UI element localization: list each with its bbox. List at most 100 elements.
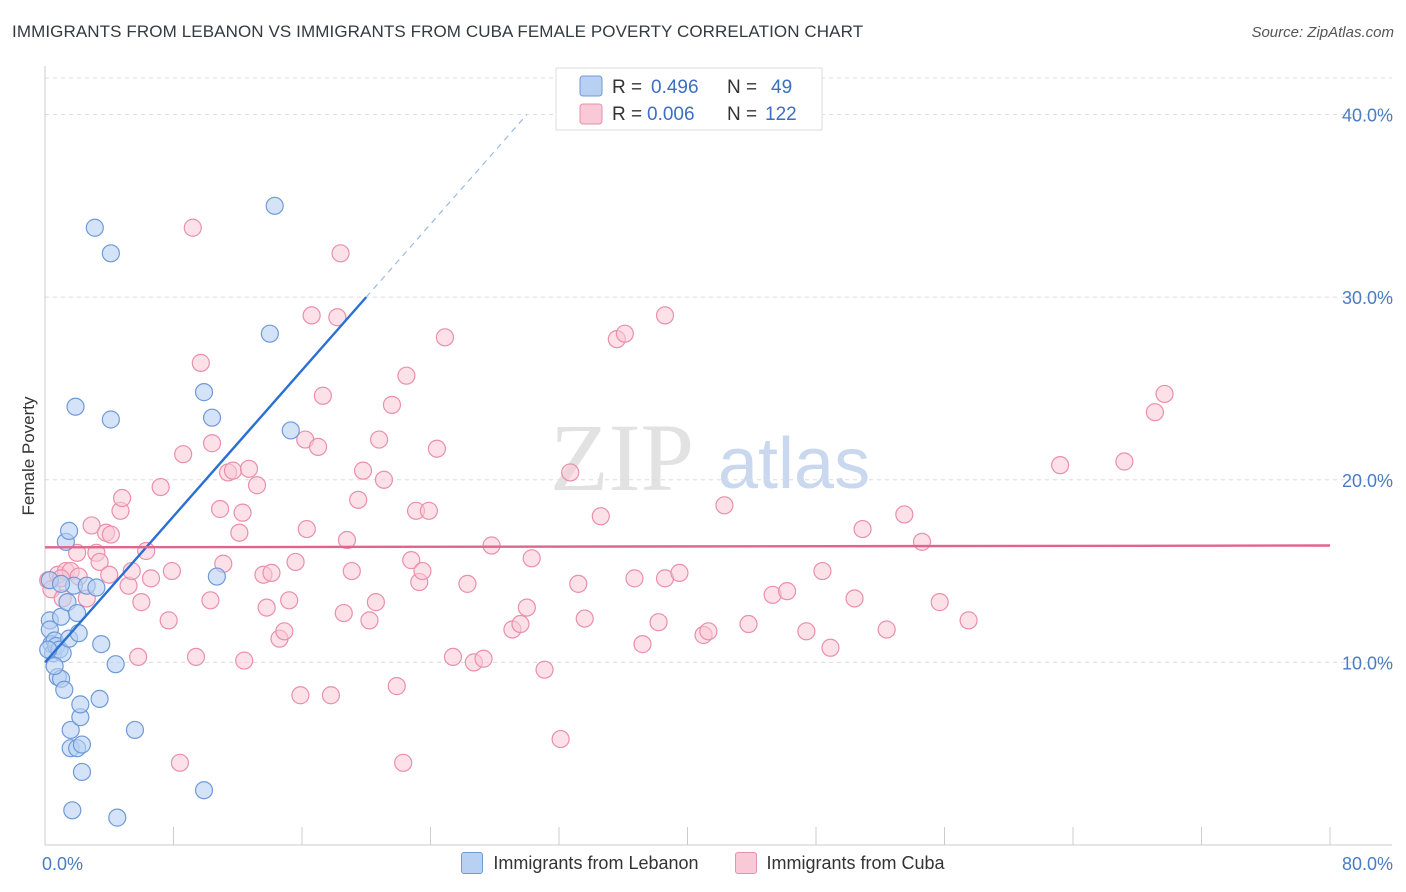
point-cuba	[1145, 403, 1165, 422]
point-cuba	[162, 561, 181, 581]
point-cuba	[419, 501, 438, 520]
tick-labels: 10.0% 20.0% 30.0% 40.0% 0.0% 80.0%	[42, 106, 1393, 874]
point-cuba	[699, 622, 718, 641]
point-cuba	[183, 218, 202, 237]
point-cuba	[202, 434, 222, 453]
point-cuba	[331, 244, 350, 263]
point-cuba	[474, 649, 493, 668]
series-lebanon-points	[39, 196, 300, 827]
y-tick-label: 10.0%	[1342, 653, 1393, 673]
point-cuba	[337, 530, 357, 550]
legend-r-value-lebanon: 0.496	[651, 77, 699, 98]
legend-swatch-lebanon-bottom	[461, 852, 484, 874]
point-cuba	[286, 552, 305, 572]
point-cuba	[275, 622, 294, 641]
point-cuba	[739, 614, 758, 634]
point-cuba	[625, 569, 644, 588]
point-lebanon	[68, 603, 87, 623]
point-cuba	[334, 603, 353, 623]
point-cuba	[959, 611, 978, 630]
point-cuba	[210, 499, 230, 519]
point-lebanon	[92, 635, 111, 654]
point-lebanon	[45, 656, 64, 676]
point-cuba	[655, 306, 675, 325]
point-lebanon	[85, 218, 104, 237]
point-lebanon	[90, 689, 109, 709]
point-lebanon	[66, 397, 85, 416]
point-lebanon	[207, 567, 226, 586]
point-cuba	[353, 461, 373, 480]
point-cuba	[387, 677, 406, 696]
point-cuba	[561, 463, 580, 482]
point-lebanon	[55, 680, 74, 699]
point-lebanon	[106, 655, 125, 674]
point-cuba	[777, 582, 797, 601]
trend-lines	[44, 114, 1331, 664]
point-cuba	[427, 439, 447, 458]
point-cuba	[443, 647, 463, 667]
series-legend: Immigrants from Lebanon Immigrants from …	[0, 852, 1406, 874]
point-cuba	[912, 532, 932, 551]
point-cuba	[174, 445, 193, 464]
zipatlas-watermark: ZIP atlas	[550, 404, 870, 511]
legend-n-value-lebanon: 49	[771, 77, 792, 98]
point-cuba	[201, 591, 220, 610]
point-cuba	[328, 308, 347, 327]
point-cuba	[235, 651, 254, 670]
point-cuba	[1115, 452, 1134, 471]
trend-line-lebanon	[44, 296, 368, 664]
point-cuba	[895, 505, 914, 524]
point-lebanon	[63, 801, 82, 820]
legend-label-lebanon: Immigrants from Lebanon	[493, 852, 699, 873]
stats-legend: R = 0.496 N = 49 R = 0.006 N = 122	[555, 67, 823, 131]
trend-line-cuba	[44, 544, 1331, 549]
y-axis-label: Female Poverty	[19, 396, 38, 516]
point-cuba	[551, 729, 570, 749]
trend-line-lebanon-extension	[365, 114, 528, 298]
point-cuba	[394, 753, 413, 772]
point-cuba	[930, 593, 949, 612]
legend-item-cuba[interactable]: Immigrants from Cuba	[734, 852, 945, 874]
point-cuba	[137, 541, 156, 561]
point-cuba	[366, 593, 385, 612]
point-cuba	[280, 591, 299, 610]
point-lebanon	[101, 410, 120, 429]
point-cuba	[82, 516, 101, 535]
point-cuba	[649, 613, 668, 632]
x-tick-label-min: 0.0%	[42, 854, 83, 874]
point-cuba	[100, 565, 119, 584]
point-cuba	[615, 324, 634, 343]
point-cuba	[853, 519, 872, 539]
point-cuba	[90, 552, 109, 572]
point-cuba	[132, 593, 151, 612]
x-tick-label-max: 80.0%	[1342, 854, 1393, 874]
point-lebanon	[87, 578, 106, 597]
point-cuba	[230, 523, 249, 542]
point-cuba	[129, 647, 148, 667]
point-cuba	[575, 609, 594, 628]
point-cuba	[233, 503, 252, 522]
point-lebanon	[125, 720, 145, 740]
point-lebanon	[202, 408, 222, 427]
point-cuba	[223, 461, 243, 480]
point-cuba	[402, 551, 421, 570]
legend-r-label-lebanon: R =	[612, 77, 642, 98]
legend-item-lebanon[interactable]: Immigrants from Lebanon	[461, 852, 699, 874]
point-cuba	[297, 519, 316, 539]
point-cuba	[670, 563, 689, 582]
point-cuba	[1051, 456, 1070, 475]
point-cuba	[313, 386, 332, 405]
point-cuba	[291, 686, 310, 705]
legend-n-value-cuba: 122	[765, 104, 797, 125]
point-cuba	[633, 635, 652, 654]
point-lebanon	[260, 324, 279, 343]
y-tick-label: 20.0%	[1342, 471, 1393, 491]
point-cuba	[101, 525, 120, 544]
point-lebanon	[194, 383, 214, 402]
point-cuba	[413, 561, 432, 581]
point-cuba	[170, 753, 190, 772]
point-lebanon	[71, 695, 90, 714]
point-lebanon	[72, 735, 92, 754]
y-tick-label: 40.0%	[1342, 106, 1393, 126]
point-lebanon	[281, 421, 300, 440]
